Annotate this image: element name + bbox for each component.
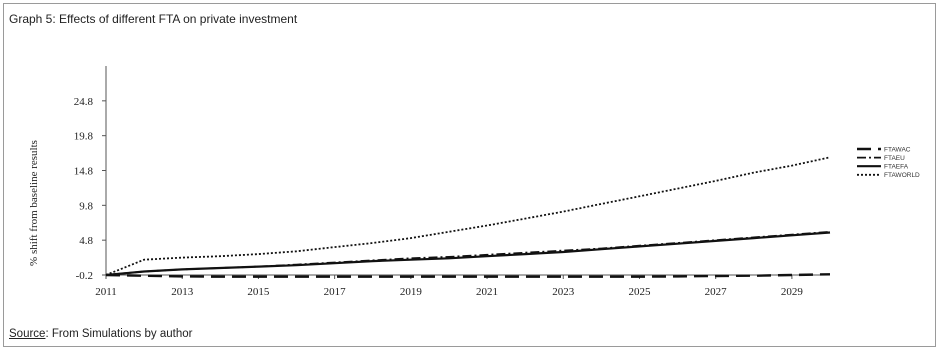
y-axis-label: % shift from baseline results — [28, 140, 40, 266]
series-line-ftaefa — [105, 231, 831, 277]
y-tick-label: 9.8 — [79, 200, 93, 212]
x-tick-label: 2013 — [171, 286, 194, 298]
y-tick-label: 4.8 — [79, 235, 93, 247]
chart-title: Graph 5: Effects of different FTA on pri… — [9, 12, 298, 26]
legend-label-ftaworld: FTAWORLD — [884, 172, 920, 179]
chart-frame — [3, 3, 936, 347]
chart-axes — [105, 66, 830, 276]
x-tick-label: 2017 — [324, 286, 347, 298]
y-tick-label: -0.2 — [76, 270, 93, 282]
y-tick-label: 19.8 — [74, 131, 94, 143]
y-tick-label: 14.8 — [74, 166, 94, 178]
x-tick-label: 2019 — [400, 286, 423, 298]
x-tick-label: 2011 — [95, 286, 117, 298]
x-tick-labels: 2011 2013 2015 2017 2019 2021 2023 2025 2027 2029 — [95, 275, 803, 298]
source-text: : From Simulations by author — [45, 328, 193, 340]
y-tick-label: 24.8 — [74, 96, 94, 108]
x-tick-label: 2023 — [552, 286, 575, 298]
x-tick-label: 2029 — [781, 286, 804, 298]
x-tick-label: 2027 — [705, 286, 728, 298]
legend-label-ftaefa: FTAEFA — [884, 164, 909, 171]
x-tick-label: 2025 — [628, 286, 651, 298]
source-note: Source: From Simulations by author — [9, 328, 192, 340]
source-label: Source — [9, 328, 46, 340]
series-line-ftaworld — [105, 156, 831, 276]
series-line-ftawac — [105, 273, 831, 278]
legend-label-ftaeu: FTAEU — [884, 155, 905, 162]
x-tick-label: 2021 — [476, 286, 498, 298]
series-lines — [105, 156, 831, 278]
y-tick-labels: -0.2 4.8 9.8 14.8 19.8 24.8 — [74, 96, 106, 282]
legend-label-ftawac: FTAWAC — [884, 146, 911, 153]
x-tick-label: 2015 — [247, 286, 270, 298]
